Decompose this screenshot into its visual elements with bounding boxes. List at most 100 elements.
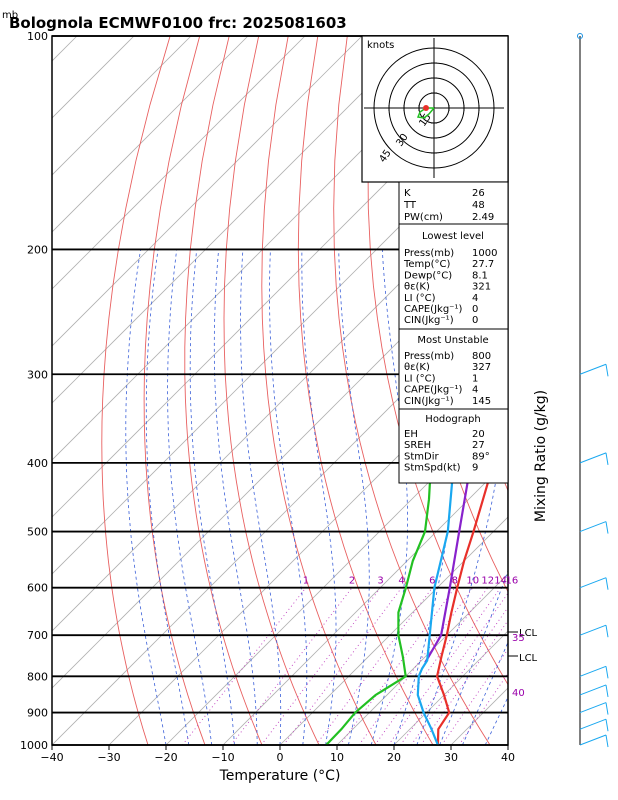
moist-adiabat <box>484 696 508 745</box>
wind-barb <box>579 734 607 746</box>
lowest-level-row-value: 321 <box>472 282 491 293</box>
pressure-tick-100: 100 <box>27 30 48 43</box>
temperature-tick: 0 <box>277 751 284 764</box>
isotherm <box>165 402 508 745</box>
pressure-tick-200: 200 <box>27 243 48 256</box>
moist-adiabat <box>125 249 167 745</box>
y2-axis-label: Mixing Ratio (g/kg) <box>533 390 549 522</box>
lowest-level-row-label: LI (°C) <box>404 293 436 304</box>
dry-adiabat <box>101 36 171 745</box>
moist-adiabat <box>189 249 235 745</box>
wind-barb <box>579 452 607 464</box>
lcl-marker-1: LCL <box>519 628 538 639</box>
dry-adiabat <box>143 36 206 745</box>
mixing-ratio-label: 4 <box>398 576 404 587</box>
mixing-ratio-line <box>458 672 508 745</box>
isotherm <box>52 36 477 461</box>
pressure-tick-800: 800 <box>27 670 48 683</box>
most-unstable-row-value: 4 <box>472 385 478 396</box>
temperature-tick: −40 <box>40 751 63 764</box>
most-unstable-row-value: 145 <box>472 396 491 407</box>
wind-barb <box>579 665 607 677</box>
hodograph-stat-row-label: StmDir <box>404 451 439 462</box>
mixing-ratio-line <box>260 587 381 745</box>
pressure-tick-1000: 1000 <box>20 739 48 752</box>
index-k-label: K <box>404 188 411 199</box>
lowest-level-row-value: 27.7 <box>472 259 494 270</box>
x-axis-label: Temperature (°C) <box>219 768 341 784</box>
lcl-marker-2: LCL <box>519 653 538 664</box>
lowest-level-row-value: 0 <box>472 315 478 326</box>
hodograph-units: knots <box>367 40 394 51</box>
temperature-tick: 30 <box>444 751 458 764</box>
mixing-ratio-label: 10 <box>466 576 479 587</box>
wind-barb <box>579 577 607 589</box>
temperature-tick: −20 <box>154 751 177 764</box>
most-unstable-row-label: θε(K) <box>404 362 430 373</box>
dry-adiabat <box>184 36 263 745</box>
pressure-tick-900: 900 <box>27 707 48 720</box>
isotherm <box>52 174 508 632</box>
temperature-tick-labels: −40 −30 −20 −10 0 10 20 30 40 <box>40 745 515 764</box>
theta-label-35: 35 <box>512 633 525 644</box>
temperature-tick: 40 <box>501 751 515 764</box>
lowest-level-row-label: CIN(Jkg⁻¹) <box>404 315 454 326</box>
wind-barb-flag <box>605 452 609 465</box>
lowest-level-row-label: Dewp(°C) <box>404 270 452 281</box>
wind-barb <box>579 718 607 730</box>
lowest-level-row-value: 0 <box>472 304 478 315</box>
mixing-ratio-line <box>339 587 456 745</box>
most-unstable-row-label: Press(mb) <box>404 351 454 362</box>
isotherm <box>222 459 508 745</box>
moist-adiabat <box>240 249 282 745</box>
hodograph-stat-row-label: StmSpd(kt) <box>404 463 461 474</box>
mixing-ratio-line <box>374 587 489 745</box>
pressure-tick-700: 700 <box>27 629 48 642</box>
wind-barb-flag <box>605 577 609 590</box>
lowest-level-row-label: Press(mb) <box>404 248 454 259</box>
dry-adiabat <box>367 36 508 686</box>
index-pw-value: 2.49 <box>472 212 494 223</box>
wind-barb-flag <box>605 684 609 698</box>
isotherm <box>52 36 249 233</box>
pressure-tick-300: 300 <box>27 368 48 381</box>
mixing-ratio-label: 6 <box>429 576 435 587</box>
wind-barb-flag <box>605 719 609 732</box>
dry-adiabat <box>333 36 491 745</box>
wind-barb <box>579 363 607 375</box>
lowest-level-row-label: CAPE(Jkg⁻¹) <box>404 304 462 315</box>
mixing-ratio-line <box>315 587 433 745</box>
mixing-ratio-line <box>230 587 353 745</box>
most-unstable-row-value: 1 <box>472 373 478 384</box>
profile-line-0 <box>435 369 508 745</box>
mixing-ratio-label: 14 <box>494 576 507 587</box>
mixing-ratio-label: 12 <box>481 576 494 587</box>
wind-barb-staff <box>577 33 609 748</box>
temperature-tick: 20 <box>387 751 401 764</box>
temperature-tick: −30 <box>97 751 120 764</box>
lowest-level-row-label: Temp(°C) <box>403 259 451 270</box>
temperature-tick: −10 <box>211 751 234 764</box>
pressure-tick-labels: 100 200 300 400 500 600 700 800 900 1000 <box>20 30 48 752</box>
mixing-ratio-line <box>358 587 474 745</box>
mixing-ratio-line <box>420 619 508 745</box>
index-tt-value: 48 <box>472 200 485 211</box>
wind-barb-flag <box>605 702 609 715</box>
mixing-ratio-line <box>388 587 501 745</box>
moist-adiabat <box>145 249 190 745</box>
sounding-indices-panel: K 26 TT 48 PW(cm) 2.49 Lowest level Pres… <box>398 181 509 484</box>
most-unstable-row-label: CAPE(Jkg⁻¹) <box>404 385 462 396</box>
lowest-level-title: Lowest level <box>422 231 484 242</box>
hodograph-stat-row-label: SREH <box>404 440 431 451</box>
hodograph-stat-row-value: 20 <box>472 429 485 440</box>
isotherm <box>52 36 192 176</box>
mixing-ratio-label: 3 <box>377 576 383 587</box>
wind-barb-flag <box>605 625 609 638</box>
hodograph-stat-row-value: 9 <box>472 463 478 474</box>
wind-barb <box>579 624 607 636</box>
dry-adiabat <box>297 36 434 745</box>
most-unstable-row-value: 327 <box>472 362 491 373</box>
hodograph-stat-row-label: EH <box>404 429 418 440</box>
wind-barb-flag <box>605 666 609 679</box>
